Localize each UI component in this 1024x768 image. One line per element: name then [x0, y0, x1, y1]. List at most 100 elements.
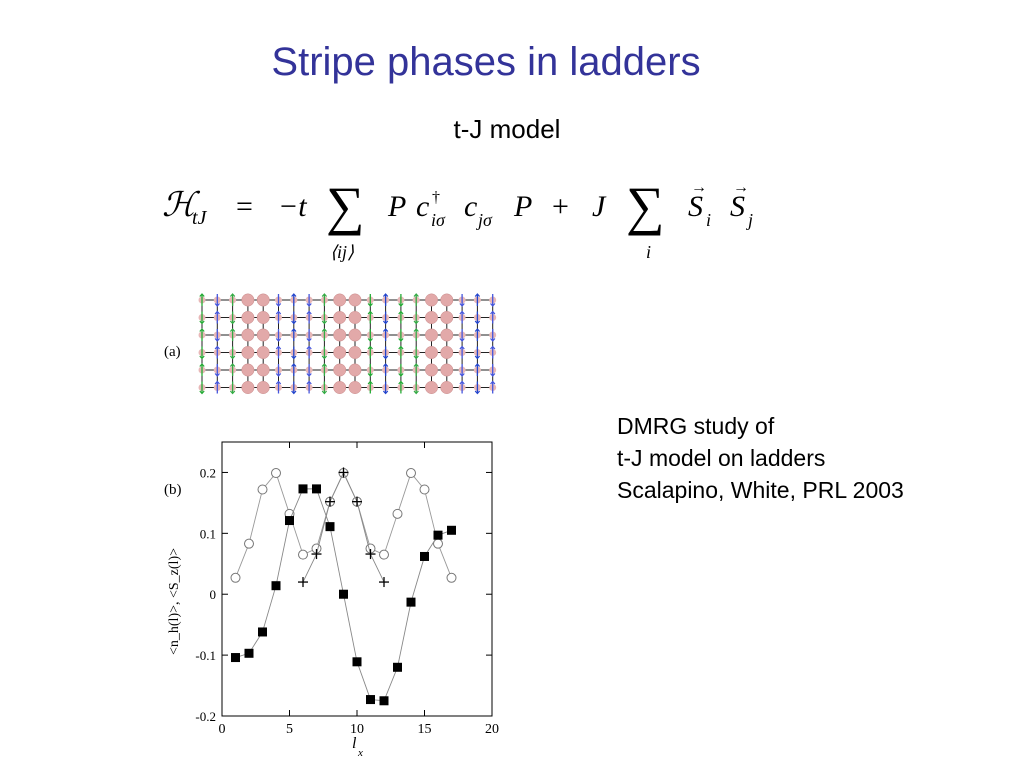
- spin-arrowhead: [214, 373, 220, 377]
- hole-density-site: [348, 381, 362, 394]
- hole-density-site: [440, 346, 454, 359]
- ladder-grid: [200, 298, 495, 390]
- y-tick-label: -0.2: [195, 709, 216, 724]
- spin-arrowhead: [199, 328, 205, 332]
- spin-arrowhead: [214, 338, 220, 342]
- spin-arrowhead: [367, 310, 373, 315]
- data-point-square: [379, 696, 389, 706]
- caption: DMRG study of t-J model on ladders Scala…: [617, 410, 904, 506]
- spin-arrowhead: [229, 328, 236, 332]
- eq-J: J: [592, 190, 607, 223]
- hole-density-site: [425, 346, 438, 359]
- eq-plus: +: [552, 190, 569, 223]
- y-tick-label: 0.2: [200, 465, 216, 480]
- hole-density-site: [348, 363, 362, 377]
- spin-arrowhead: [321, 355, 328, 360]
- eq-P-2: P: [513, 190, 532, 223]
- slide-title: Stripe phases in ladders: [271, 40, 701, 84]
- x-tick-label: 10: [350, 722, 364, 737]
- hole-density-site: [348, 328, 362, 342]
- hole-density-site: [333, 293, 347, 307]
- eq-S-i-arrow: →: [691, 179, 707, 196]
- spin-arrowhead: [413, 355, 419, 360]
- eq-H: ℋ: [162, 187, 201, 224]
- spin-arrowhead: [306, 380, 312, 385]
- spin-arrowhead: [459, 373, 465, 377]
- spin-arrowhead: [229, 363, 236, 367]
- slide-subtitle: t-J model: [453, 114, 561, 144]
- series-line: [235, 471, 452, 578]
- data-point-square: [352, 657, 362, 667]
- dmrg-chart: (b) <n_h(l)>, <S_z(l)> 0 5 10 15 20-0.2-0.10…: [164, 441, 499, 759]
- spin-arrowhead: [367, 338, 373, 342]
- spin-arrowhead: [229, 320, 236, 325]
- spin-arrowhead: [275, 373, 282, 377]
- hole-density-site: [425, 311, 438, 324]
- hole-density-site: [333, 363, 347, 377]
- spin-arrowhead: [382, 293, 389, 297]
- spin-arrowhead: [199, 355, 205, 360]
- data-point-plus: [365, 549, 376, 560]
- hole-density-site: [425, 293, 438, 307]
- spin-arrowhead: [413, 293, 419, 297]
- eq-c: c: [464, 190, 477, 223]
- data-series: [230, 467, 457, 706]
- spin-arrowhead: [398, 345, 404, 350]
- hole-density-site: [440, 293, 454, 307]
- y-tick-label: -0.1: [195, 648, 216, 663]
- eq-S-j: S: [730, 190, 745, 223]
- hole-density-site: [256, 381, 270, 394]
- hole-density-site: [241, 346, 255, 359]
- spin-arrowhead: [291, 293, 297, 297]
- hole-density-site: [425, 363, 438, 377]
- hole-density-site: [241, 311, 255, 324]
- panel-a-label: (a): [164, 344, 181, 360]
- data-point-plus: [298, 577, 308, 588]
- spin-arrowhead: [459, 310, 465, 315]
- eq-S-sub-j: j: [746, 210, 753, 230]
- spin-arrowhead: [382, 363, 389, 367]
- spin-arrowhead: [275, 303, 282, 307]
- spin-arrowhead: [459, 338, 465, 342]
- spin-arrowhead: [413, 328, 419, 332]
- spin-arrowhead: [306, 345, 312, 350]
- eq-dagger: †: [432, 189, 440, 206]
- spin-arrowhead: [291, 390, 297, 395]
- hole-density-site: [256, 363, 270, 377]
- spin-arrowhead: [229, 390, 236, 395]
- data-point-circle: [298, 549, 308, 560]
- spin-arrowhead: [398, 380, 404, 385]
- hole-density-site: [256, 293, 270, 307]
- hole-density-site: [425, 328, 438, 342]
- ladder-sites: [198, 293, 497, 395]
- spin-arrowhead: [474, 390, 481, 395]
- y-tick-label: 0: [210, 587, 217, 602]
- spin-arrowhead: [490, 380, 496, 385]
- spin-arrowhead: [199, 363, 205, 367]
- data-point-square: [393, 662, 402, 672]
- hole-density-site: [348, 311, 362, 324]
- data-point-circle: [446, 572, 457, 583]
- eq-H-sub: tJ: [192, 207, 208, 229]
- hole-density-site: [440, 381, 454, 394]
- hole-density-site: [425, 381, 438, 394]
- data-point-square: [312, 484, 321, 494]
- spin-arrowhead: [474, 363, 481, 367]
- data-point-plus: [379, 577, 389, 588]
- data-point-circle: [244, 538, 254, 549]
- spin-arrowhead: [214, 345, 220, 350]
- spin-arrowhead: [229, 355, 236, 360]
- spin-arrowhead: [367, 303, 373, 307]
- spin-arrowhead: [291, 355, 297, 360]
- hole-density-site: [333, 328, 347, 342]
- spin-arrowhead: [413, 390, 419, 395]
- spin-arrowhead: [306, 303, 312, 307]
- spin-arrowhead: [367, 345, 373, 350]
- spin-arrowhead: [291, 328, 297, 332]
- eq-c-sub-2: jσ: [476, 210, 493, 230]
- spin-arrowhead: [275, 345, 282, 350]
- hole-density-site: [348, 293, 362, 307]
- spin-arrowhead: [275, 380, 282, 385]
- spin-arrowhead: [398, 303, 404, 307]
- x-tick-label: 20: [485, 722, 499, 737]
